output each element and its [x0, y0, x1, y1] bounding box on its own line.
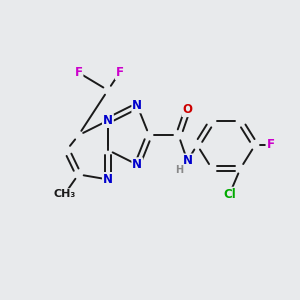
- Text: N: N: [103, 173, 113, 186]
- Text: O: O: [182, 103, 192, 116]
- Text: H: H: [175, 165, 183, 175]
- Text: N: N: [182, 154, 192, 167]
- Text: Cl: Cl: [223, 188, 236, 201]
- Text: N: N: [132, 99, 142, 112]
- Text: F: F: [267, 139, 275, 152]
- Text: N: N: [132, 158, 142, 171]
- Text: N: N: [103, 114, 113, 127]
- Text: F: F: [116, 66, 124, 79]
- Text: CH₃: CH₃: [53, 189, 76, 199]
- Text: F: F: [74, 66, 83, 79]
